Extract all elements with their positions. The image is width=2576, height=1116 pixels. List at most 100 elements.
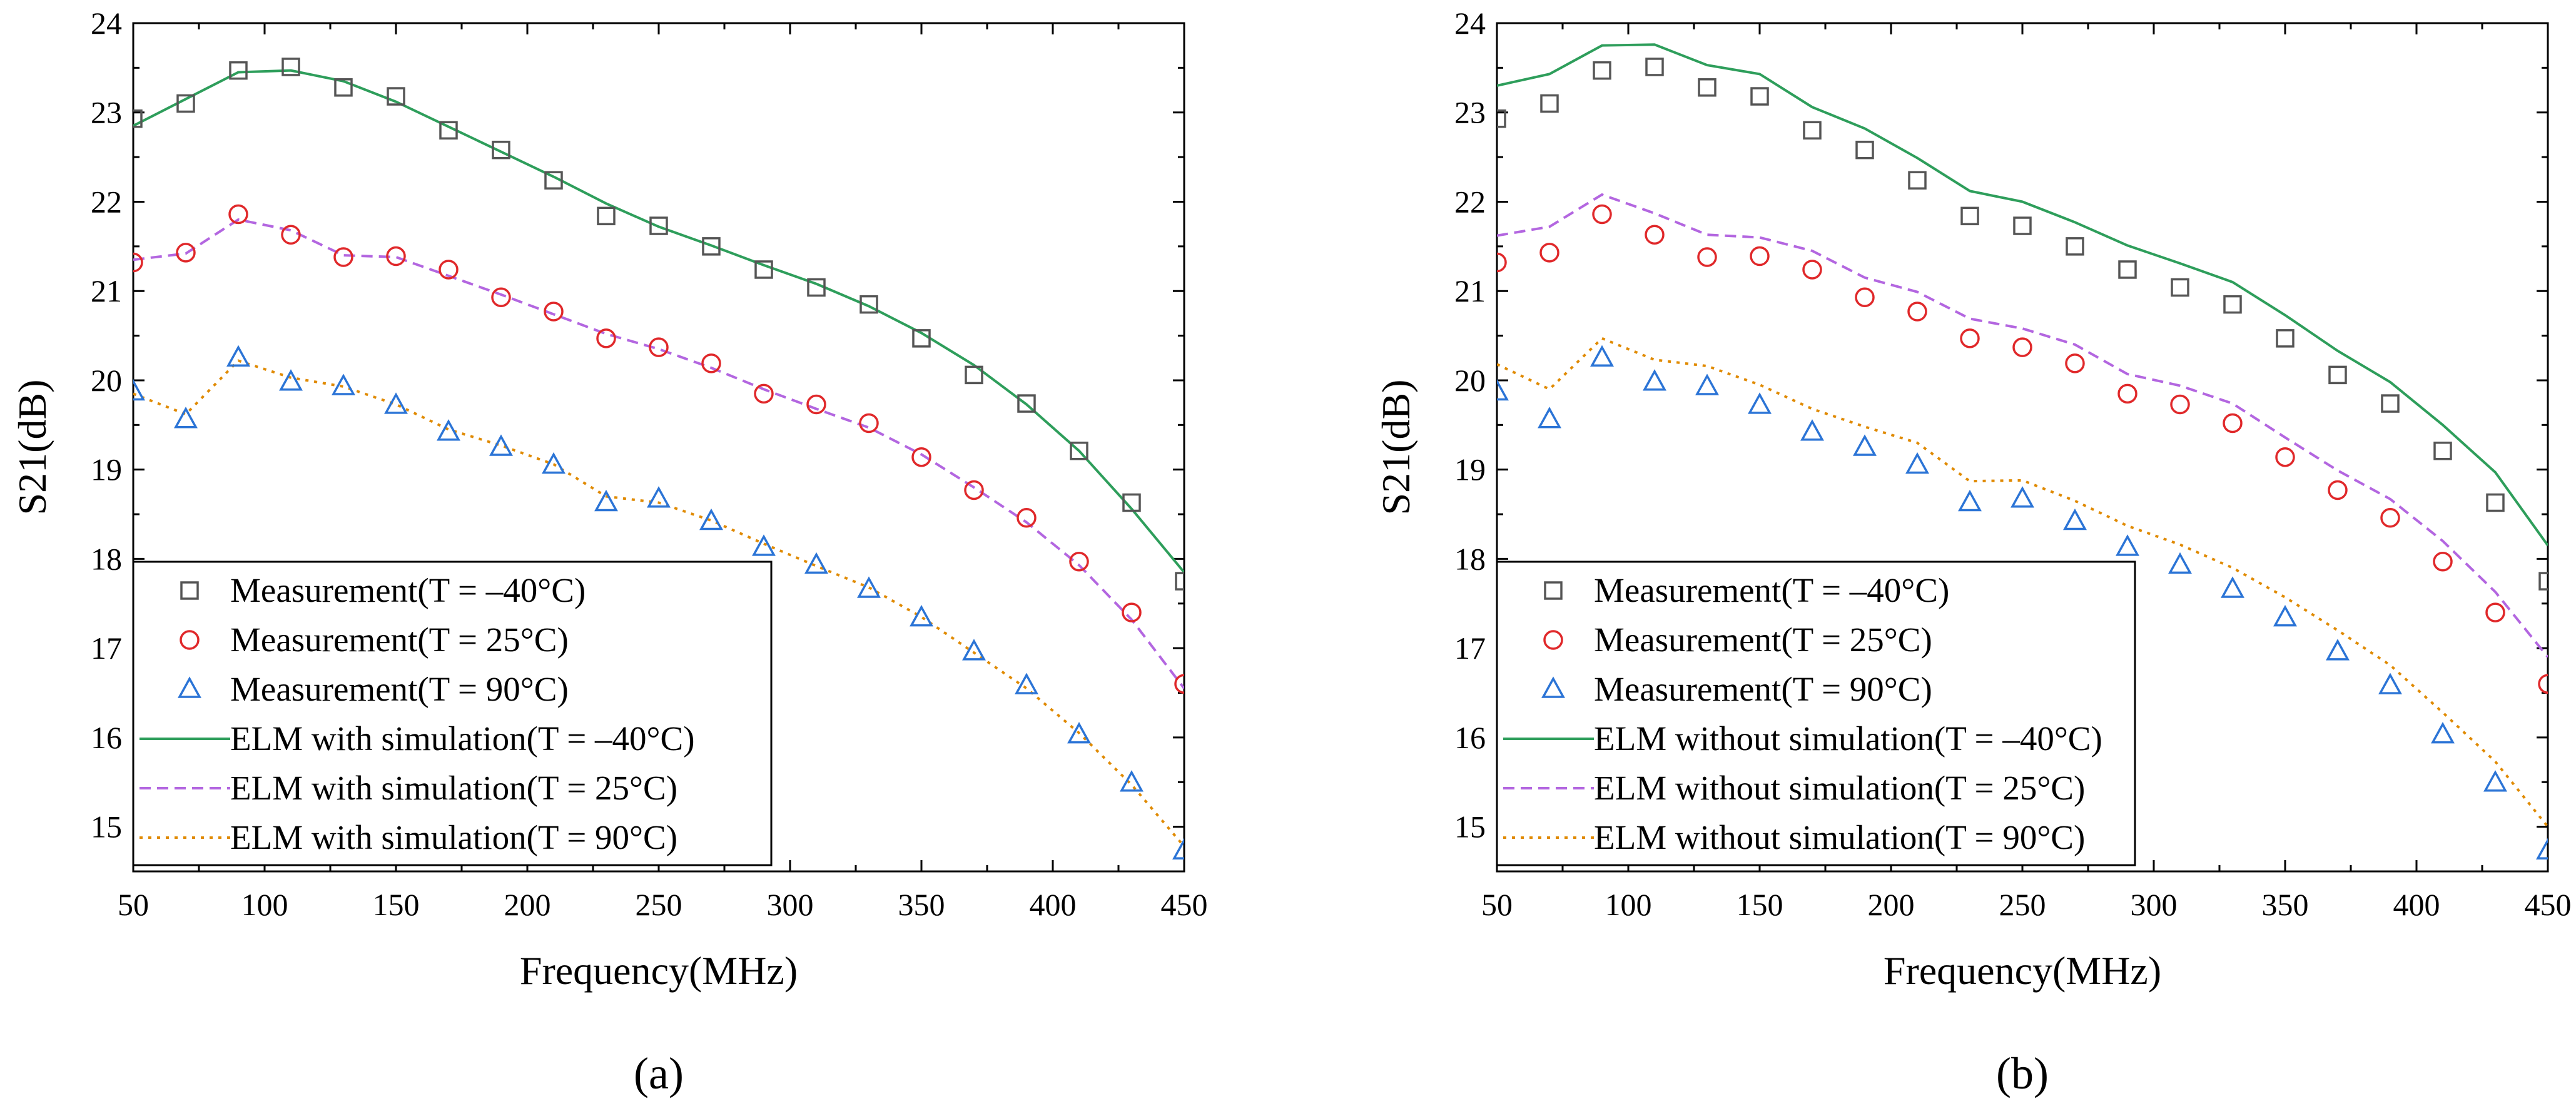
y-axis-title: S21(dB): [1374, 380, 1418, 515]
data-point-circle: [228, 204, 248, 225]
data-point-circle: [133, 252, 143, 273]
y-tick-label: 20: [1454, 363, 1486, 398]
data-point-triangle: [2431, 721, 2455, 744]
data-point-triangle: [2168, 552, 2192, 574]
legend-marker-triangle: [178, 676, 201, 698]
y-tick-label: 18: [1454, 541, 1486, 576]
data-point-triangle: [1120, 770, 1143, 792]
legend-box: [1496, 561, 2136, 866]
y-tick-label: 20: [91, 363, 122, 398]
data-point-triangle: [1015, 672, 1038, 694]
data-point-circle: [701, 353, 721, 373]
series-line-3: [1497, 43, 2548, 547]
x-axis-title: Frequency(MHz): [520, 948, 798, 993]
data-point-square: [2328, 365, 2347, 385]
data-point-triangle: [1643, 369, 1666, 391]
data-point-square: [1645, 58, 1664, 76]
data-point-square: [1122, 493, 1141, 512]
data-point-square: [1175, 572, 1184, 591]
y-tick-label: 24: [91, 6, 122, 41]
data-point-square: [649, 216, 668, 235]
x-tick-label: 350: [2262, 887, 2309, 922]
data-point-triangle: [2483, 770, 2507, 792]
data-point-triangle: [910, 605, 933, 627]
legend-entry: Measurement(T = 25°C): [1594, 621, 1932, 659]
data-point-circle: [386, 246, 406, 266]
data-point-square: [1855, 140, 1874, 160]
data-point-circle: [859, 413, 879, 434]
x-tick-label: 150: [373, 887, 420, 922]
series-line-5: [1497, 337, 2548, 828]
data-point-triangle: [133, 378, 145, 401]
data-point-square: [544, 171, 563, 190]
data-point-square: [281, 58, 300, 76]
data-point-square: [2276, 329, 2295, 348]
data-point-circle: [1907, 302, 1927, 322]
data-point-circle: [1539, 243, 1559, 263]
data-point-circle: [1802, 260, 1822, 280]
y-tick-label: 17: [1454, 631, 1486, 666]
data-point-circle: [1017, 508, 1037, 528]
data-point-triangle: [1695, 373, 1719, 395]
legend-entry: ELM with simulation(T = 90°C): [230, 818, 677, 856]
legend-entry: ELM without simulation(T = –40°C): [1594, 719, 2102, 758]
data-point-circle: [596, 328, 616, 348]
series-line-3: [133, 69, 1184, 574]
data-point-square: [2486, 493, 2505, 512]
legend-marker-square: [1544, 581, 1563, 600]
data-point-circle: [2170, 394, 2190, 415]
data-point-circle: [2485, 602, 2505, 622]
data-point-circle: [1750, 246, 1770, 266]
y-tick-label: 15: [1454, 809, 1486, 845]
y-tick-label: 21: [91, 273, 122, 308]
data-point-circle: [2275, 447, 2295, 467]
x-tick-label: 450: [1161, 887, 1208, 922]
data-layer: [133, 58, 1184, 860]
data-point-square: [912, 329, 931, 348]
data-point-square: [2013, 216, 2032, 235]
data-point-circle: [544, 302, 564, 322]
data-point-square: [807, 278, 826, 297]
data-point-circle: [1592, 204, 1612, 225]
legend-entry: Measurement(T = –40°C): [230, 571, 586, 609]
data-point-triangle: [2326, 639, 2350, 661]
data-point-triangle: [489, 434, 513, 456]
data-point-triangle: [542, 452, 565, 474]
data-point-triangle: [752, 534, 776, 556]
data-point-square: [965, 365, 983, 385]
panel-label: (b): [1996, 1048, 2049, 1098]
data-point-triangle: [857, 576, 881, 598]
legend-entry: Measurement(T = 90°C): [1594, 670, 1932, 708]
data-point-triangle: [1172, 838, 1184, 860]
data-point-square: [133, 109, 143, 128]
legend-marker-triangle: [1541, 676, 1565, 698]
series-line-5: [133, 359, 1184, 848]
data-point-circle: [2538, 674, 2548, 694]
data-point-square: [2538, 572, 2548, 591]
data-point-circle: [1174, 674, 1184, 694]
y-tick-label: 23: [1454, 95, 1486, 130]
data-point-triangle: [384, 392, 408, 414]
data-point-square: [176, 94, 195, 113]
data-point-triangle: [2378, 672, 2402, 694]
data-point-circle: [754, 383, 774, 404]
data-point-circle: [2223, 413, 2243, 434]
data-point-circle: [1497, 252, 1507, 273]
chart-panel-b: 50 100 150 200 250 300 350 400 450 15 16 17 18 19 20 21…: [1374, 6, 2572, 1098]
data-point-triangle: [226, 345, 250, 367]
series-line-4: [133, 218, 1184, 689]
data-point-triangle: [2221, 576, 2244, 598]
x-tick-label: 50: [118, 887, 149, 922]
legend-entry: ELM without simulation(T = 90°C): [1594, 818, 2085, 856]
data-point-triangle: [2011, 486, 2034, 508]
data-point-triangle: [1800, 419, 1824, 441]
x-tick-label: 100: [1605, 887, 1652, 922]
x-tick-label: 300: [767, 887, 814, 922]
x-tick-label: 350: [898, 887, 945, 922]
y-tick-label: 21: [1454, 273, 1486, 308]
legend-marker-circle: [1543, 630, 1563, 650]
data-point-circle: [1069, 551, 1089, 572]
series-line-4: [1497, 193, 2548, 658]
data-point-circle: [1960, 328, 1980, 348]
y-tick-label: 19: [91, 452, 122, 487]
